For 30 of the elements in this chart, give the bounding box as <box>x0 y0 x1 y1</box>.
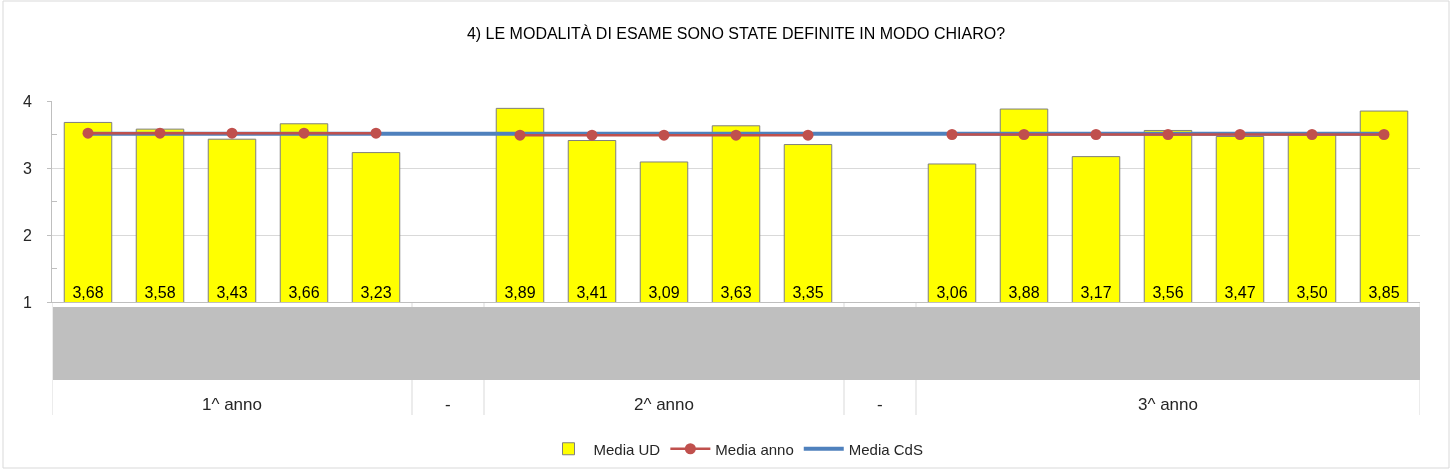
data-label: 3,66 <box>288 284 320 301</box>
y-tick-label: 1 <box>22 293 32 311</box>
data-label: 3,17 <box>1080 284 1112 301</box>
x-tick-label: - <box>445 395 451 414</box>
data-label: 3,88 <box>1008 284 1040 301</box>
x-tick-label: - <box>877 395 883 414</box>
data-label: 3,43 <box>216 284 248 301</box>
y-tick-label: 2 <box>22 226 32 244</box>
data-label: 3,35 <box>792 284 824 301</box>
legend-label: Media UD <box>593 440 661 458</box>
data-label: 3,68 <box>72 284 104 301</box>
data-label: 3,89 <box>504 284 536 301</box>
data-label: 3,41 <box>576 284 608 301</box>
x-tick-label: 1^ anno <box>202 395 262 414</box>
data-label: 3,23 <box>360 284 392 301</box>
legend-label: Media anno <box>715 440 794 458</box>
y-tick-label: 3 <box>22 159 32 177</box>
data-label: 3,50 <box>1296 284 1328 301</box>
x-tick-label: 2^ anno <box>634 395 694 414</box>
chart-title: 4) LE MODALITÀ DI ESAME SONO STATE DEFINITE IN MODO CHIARO? <box>466 23 1006 42</box>
data-label: 3,09 <box>648 284 680 301</box>
data-label: 3,47 <box>1224 284 1256 301</box>
data-label: 3,56 <box>1152 284 1184 301</box>
data-label: 3,63 <box>720 284 752 301</box>
y-tick-label: 4 <box>22 92 32 110</box>
data-label: 3,85 <box>1368 284 1400 301</box>
data-label: 3,58 <box>144 284 176 301</box>
x-tick-label: 3^ anno <box>1138 395 1198 414</box>
data-label: 3,06 <box>936 284 968 301</box>
legend-label: Media CdS <box>848 440 923 458</box>
